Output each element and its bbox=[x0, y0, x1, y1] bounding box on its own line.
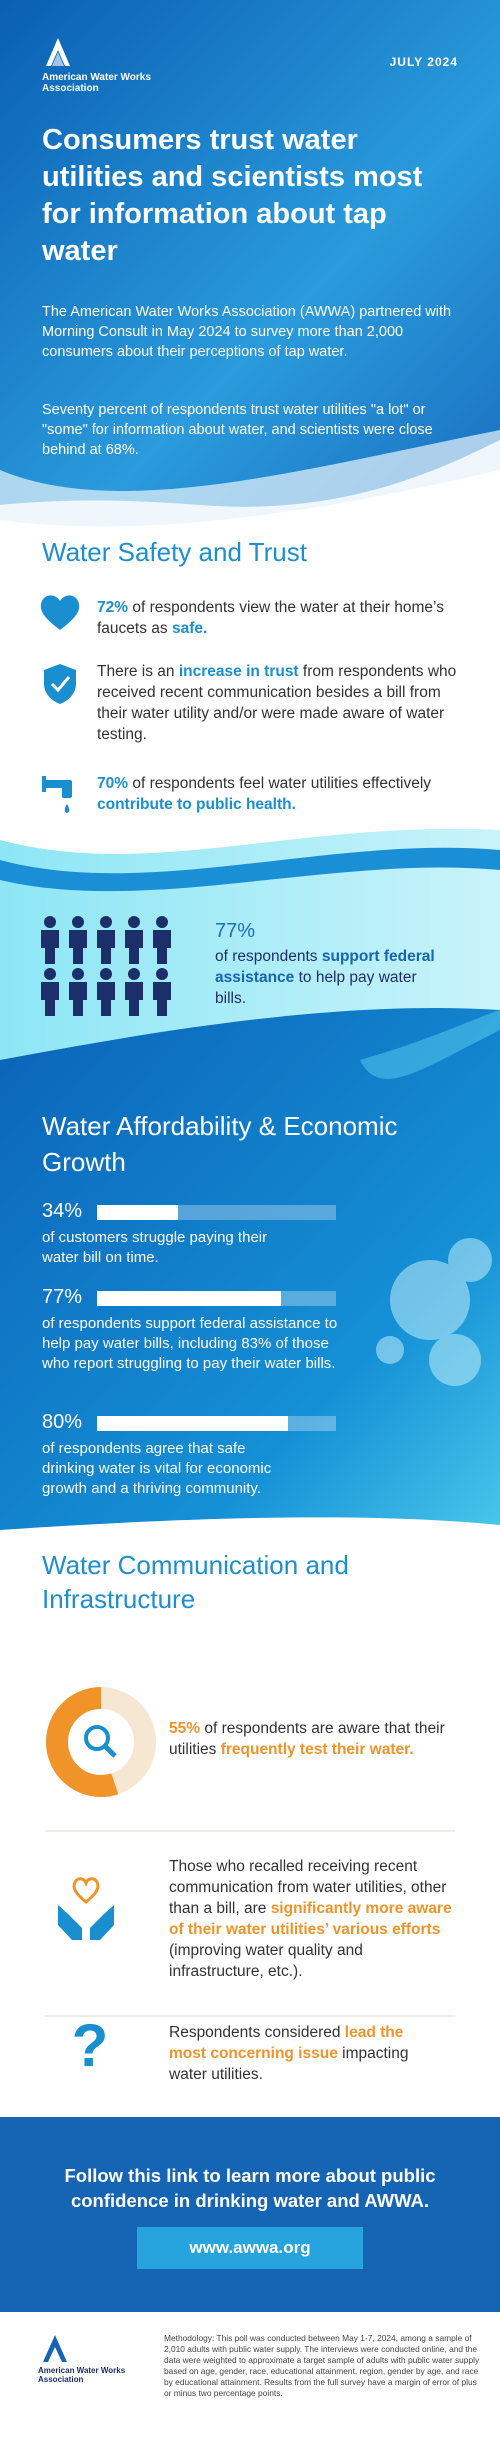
person-icon bbox=[69, 916, 87, 964]
stat-text: of respondents agree that safe drinking … bbox=[42, 1440, 272, 1497]
hand bbox=[58, 1905, 82, 1940]
section-heading: Water Affordability & Economic Growth bbox=[42, 1111, 398, 1177]
donut-arc bbox=[46, 1687, 156, 1797]
wave bbox=[0, 430, 500, 527]
wave bbox=[0, 847, 500, 892]
person-icon bbox=[97, 968, 115, 1016]
bar bbox=[97, 1205, 179, 1220]
stat-value: 80% bbox=[42, 1411, 83, 1433]
bar bbox=[97, 1416, 289, 1431]
org-name: American Water Works Association bbox=[42, 72, 151, 94]
person-icon bbox=[97, 916, 115, 964]
section-heading: Water Communication and Infrastructure bbox=[42, 1550, 349, 1614]
person-icon bbox=[153, 968, 171, 1016]
person-icon bbox=[41, 968, 59, 1016]
splash bbox=[376, 1238, 492, 1386]
heart-outline bbox=[72, 1877, 100, 1904]
heart-icon bbox=[40, 595, 80, 630]
stat-value: 77% bbox=[42, 1286, 83, 1308]
magnifier bbox=[84, 1725, 110, 1751]
question-icon: ? bbox=[72, 2012, 109, 2079]
wave bbox=[360, 1010, 500, 1079]
bar bbox=[97, 1291, 282, 1306]
shield-icon bbox=[44, 664, 76, 704]
stat: 55% of respondents are aware that their … bbox=[169, 1720, 445, 1758]
intro: The American Water Works Association (AW… bbox=[42, 304, 452, 360]
affordability-bg bbox=[0, 1008, 500, 1530]
cta-link[interactable]: www.awwa.org bbox=[137, 2227, 363, 2269]
callout-value: 77% bbox=[215, 920, 256, 942]
faucet-icon bbox=[42, 776, 72, 813]
title: Consumers trust water utilities and scie… bbox=[42, 124, 423, 267]
stat-text: of customers struggle paying their water… bbox=[42, 1229, 268, 1266]
logo bbox=[46, 38, 70, 66]
stat: 70% of respondents feel water utilities … bbox=[97, 775, 432, 813]
stat: Respondents considered lead the most con… bbox=[169, 2024, 409, 2083]
footer-logo bbox=[43, 2335, 67, 2362]
stat: Those who recalled receiving recent comm… bbox=[169, 1858, 452, 1980]
stat-value: 34% bbox=[42, 1200, 83, 1222]
cta-text: Follow this link to learn more about pub… bbox=[64, 2165, 436, 2211]
person-icon bbox=[41, 916, 59, 964]
check bbox=[50, 676, 71, 693]
footer-org: American Water Works Association bbox=[38, 2366, 126, 2384]
magnifier-handle bbox=[103, 1744, 117, 1758]
header-bg bbox=[0, 0, 500, 507]
person-icon bbox=[125, 916, 143, 964]
person-icon bbox=[125, 968, 143, 1016]
stat: There is an increase in trust from respo… bbox=[97, 663, 457, 743]
cta-bg bbox=[0, 2117, 500, 2312]
methodology: Methodology: This poll was conducted bet… bbox=[164, 2333, 480, 2398]
hand bbox=[90, 1905, 114, 1940]
stat-text: of respondents support federal assistanc… bbox=[42, 1315, 338, 1372]
stat: 72% of respondents view the water at the… bbox=[97, 599, 444, 637]
section-heading: Water Safety and Trust bbox=[42, 537, 307, 567]
intro: Seventy percent of respondents trust wat… bbox=[42, 402, 433, 458]
callout-text: of respondents support federal assistanc… bbox=[215, 948, 435, 1007]
people-icons bbox=[41, 916, 171, 1016]
person-icon bbox=[153, 916, 171, 964]
date: JULY 2024 bbox=[389, 55, 458, 69]
person-icon bbox=[69, 968, 87, 1016]
